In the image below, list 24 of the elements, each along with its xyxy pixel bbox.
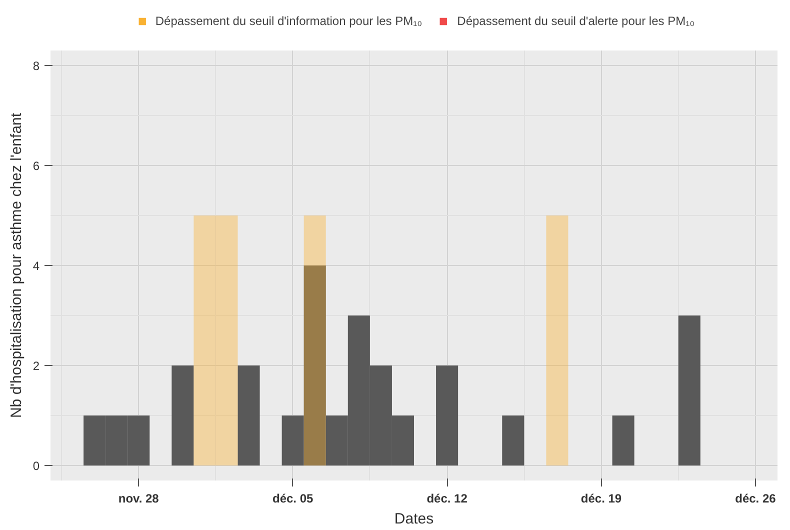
x-tick-label: déc. 19 bbox=[580, 492, 622, 506]
bar bbox=[436, 366, 458, 466]
bar bbox=[238, 366, 260, 466]
y-tick-label: 4 bbox=[32, 259, 40, 273]
y-tick-label: 8 bbox=[32, 59, 40, 73]
bar bbox=[194, 216, 216, 466]
bar bbox=[502, 416, 524, 466]
x-tick-label: déc. 26 bbox=[735, 492, 776, 506]
bar bbox=[304, 216, 326, 466]
y-axis-title: Nb d'hospitalisation pour asthme chez l'enfant bbox=[8, 112, 25, 418]
legend-label: Dépassement du seuil d'alerte pour les PM₁₀ bbox=[457, 14, 695, 28]
x-tick-label: déc. 12 bbox=[426, 492, 468, 506]
x-tick-label: déc. 05 bbox=[272, 492, 314, 506]
x-tick-label: nov. 28 bbox=[118, 492, 160, 506]
legend-label: Dépassement du seuil d'information pour les PM₁₀ bbox=[155, 14, 422, 28]
x-axis-title: Dates bbox=[394, 510, 434, 528]
bar bbox=[216, 216, 238, 466]
bar bbox=[546, 216, 568, 466]
y-tick-label: 0 bbox=[32, 459, 40, 473]
bar bbox=[172, 366, 194, 466]
y-tick-label: 6 bbox=[32, 159, 40, 173]
y-tick-label: 2 bbox=[32, 359, 40, 373]
bar bbox=[678, 316, 700, 466]
bar bbox=[612, 416, 634, 466]
